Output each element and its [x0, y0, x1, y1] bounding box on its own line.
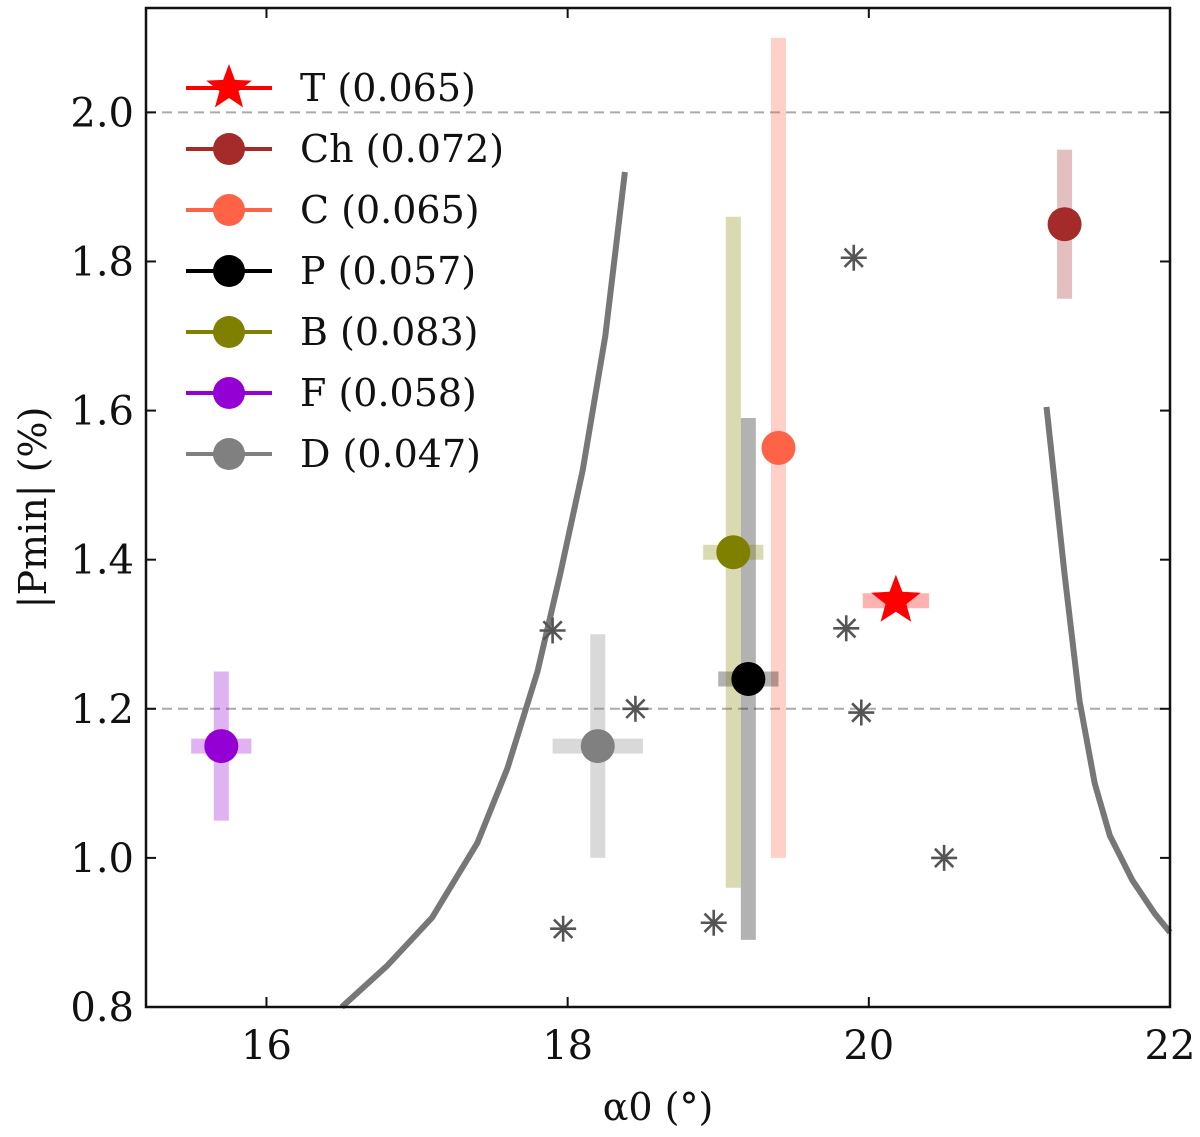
y-tick-label: 2.0: [70, 90, 134, 136]
y-tick-label: 1.2: [70, 687, 134, 733]
legend-circle-marker: [213, 133, 245, 165]
legend-label: Ch (0.072): [300, 127, 504, 171]
legend-label: P (0.057): [300, 249, 476, 293]
data-markers: [204, 207, 1082, 764]
legend-label: C (0.065): [300, 188, 480, 232]
y-tick-label: 1.8: [70, 239, 134, 285]
left-curve: [339, 171, 628, 1010]
asterisk-point: [833, 615, 860, 642]
x-axis-label: α0 (°): [603, 1085, 714, 1129]
asterisk-point: [622, 695, 649, 722]
right-curve: [1043, 406, 1173, 935]
circle-marker: [761, 430, 796, 465]
asterisk-point-stroke: [542, 620, 563, 641]
asterisk-points: [539, 244, 958, 942]
legend-circle-marker: [213, 194, 245, 226]
y-tick-label: 1.0: [70, 836, 134, 882]
asterisk-point-stroke: [553, 918, 574, 939]
legend-circle-marker: [213, 438, 245, 470]
legend-entry: P (0.057): [186, 249, 476, 293]
x-tick-label: 22: [1145, 1023, 1196, 1069]
y-tick-label: 1.4: [70, 538, 134, 584]
legend-circle-marker: [213, 255, 245, 287]
asterisk-point: [550, 915, 577, 942]
circle-marker: [1047, 207, 1082, 242]
legend-entry: Ch (0.072): [186, 127, 504, 171]
asterisk-point: [539, 617, 566, 644]
axis-ticks: 16 18 20 22 0.8 1.0 1.2 1.4 1.6 1.8 2.0: [70, 8, 1195, 1069]
legend-label: B (0.083): [300, 310, 478, 354]
plot-frame: [144, 6, 1172, 1009]
legend-star-marker: [206, 64, 252, 108]
legend-label: T (0.065): [300, 66, 476, 110]
circle-marker: [580, 729, 615, 764]
legend-label: F (0.058): [300, 371, 477, 415]
asterisk-point-stroke: [703, 912, 724, 933]
asterisk-point-stroke: [934, 847, 955, 869]
circle-marker: [204, 729, 239, 764]
asterisk-point-stroke: [836, 618, 857, 639]
legend: T (0.065) Ch (0.072) C (0.065) P (0.057) B (…: [186, 64, 504, 476]
asterisk-point-stroke: [625, 698, 646, 719]
legend-entry: C (0.065): [186, 188, 480, 232]
error-bars: [191, 37, 1073, 940]
legend-circle-marker: [213, 377, 245, 409]
x-tick-label: 16: [241, 1023, 292, 1069]
circle-marker: [731, 661, 766, 696]
asterisk-point: [848, 699, 875, 726]
star-marker: [871, 574, 921, 622]
reference-lines: [146, 111, 1170, 710]
legend-entry: F (0.058): [186, 371, 477, 415]
legend-entry: B (0.083): [186, 310, 478, 354]
model-curves: [339, 171, 1173, 1010]
legend-entry: D (0.047): [186, 432, 481, 476]
legend-entry: T (0.065): [186, 64, 476, 110]
asterisk-point: [700, 909, 727, 936]
y-tick-label: 0.8: [70, 985, 134, 1031]
legend-circle-marker: [213, 316, 245, 348]
x-tick-label: 18: [542, 1023, 593, 1069]
asterisk-point: [840, 244, 867, 271]
asterisk-point-stroke: [843, 247, 864, 268]
x-tick-label: 20: [843, 1023, 894, 1069]
circle-marker: [716, 535, 751, 570]
asterisk-point: [931, 844, 958, 871]
legend-label: D (0.047): [300, 432, 481, 476]
asterisk-point-stroke: [851, 702, 872, 723]
y-tick-label: 1.6: [70, 389, 134, 435]
y-axis-label: |Pmin| (%): [11, 407, 55, 609]
